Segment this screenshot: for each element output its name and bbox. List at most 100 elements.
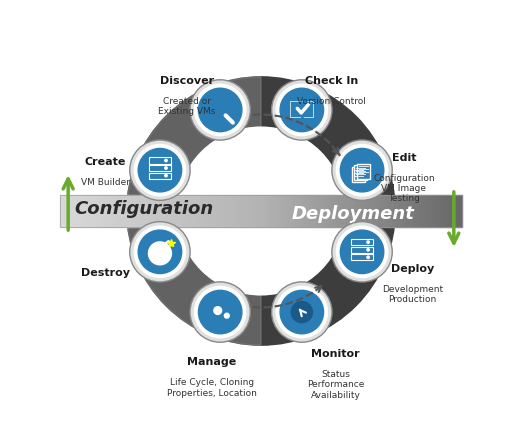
Circle shape — [134, 144, 186, 196]
Text: Development
Production: Development Production — [382, 284, 443, 304]
Bar — [450, 195, 454, 227]
Bar — [346, 195, 350, 227]
Bar — [352, 167, 365, 182]
Bar — [108, 195, 112, 227]
Circle shape — [195, 84, 246, 135]
Bar — [60, 195, 462, 227]
Bar — [257, 195, 261, 227]
Text: Edit: Edit — [392, 153, 416, 162]
Text: Life Cycle, Cloning
Properties, Location: Life Cycle, Cloning Properties, Location — [167, 378, 257, 398]
Bar — [181, 195, 185, 227]
Circle shape — [271, 282, 332, 342]
Bar — [92, 195, 96, 227]
Circle shape — [165, 167, 167, 169]
Wedge shape — [127, 77, 261, 345]
Text: Version Control: Version Control — [296, 97, 365, 106]
Bar — [374, 195, 378, 227]
Bar — [157, 195, 160, 227]
Circle shape — [332, 140, 392, 200]
Circle shape — [367, 241, 369, 243]
Text: Create: Create — [85, 157, 126, 167]
Text: Created or
Existing VMs: Created or Existing VMs — [158, 97, 215, 116]
Bar — [128, 195, 132, 227]
Bar — [64, 195, 68, 227]
Circle shape — [280, 88, 324, 132]
Circle shape — [367, 256, 369, 258]
Bar — [200, 195, 205, 227]
Text: Configuration: Configuration — [74, 200, 213, 218]
Bar — [245, 195, 249, 227]
Bar — [169, 195, 172, 227]
Bar — [293, 195, 297, 227]
Circle shape — [276, 84, 327, 135]
Bar — [378, 195, 382, 227]
Bar — [253, 195, 257, 227]
Circle shape — [271, 80, 332, 140]
Circle shape — [290, 300, 314, 324]
Bar — [382, 195, 386, 227]
Bar — [116, 195, 120, 227]
Bar — [144, 195, 148, 227]
Text: Configuration
VM Image
Testing: Configuration VM Image Testing — [373, 173, 435, 203]
Bar — [188, 195, 193, 227]
Circle shape — [208, 301, 228, 320]
Bar — [442, 195, 446, 227]
Circle shape — [205, 95, 232, 122]
Bar — [209, 195, 212, 227]
Bar — [295, 121, 309, 123]
Bar — [96, 195, 100, 227]
Bar — [213, 297, 216, 300]
Circle shape — [198, 290, 242, 334]
Bar — [149, 165, 171, 171]
Circle shape — [224, 313, 229, 318]
Bar — [273, 195, 277, 227]
Bar — [140, 195, 144, 227]
Bar — [351, 254, 373, 260]
Bar — [104, 195, 108, 227]
Circle shape — [198, 88, 242, 132]
Bar — [164, 195, 169, 227]
Bar — [124, 195, 128, 227]
Circle shape — [332, 222, 392, 282]
Circle shape — [130, 140, 190, 200]
Bar — [100, 195, 104, 227]
Circle shape — [276, 287, 327, 338]
Circle shape — [221, 310, 233, 322]
Circle shape — [367, 249, 369, 251]
Bar — [370, 195, 374, 227]
Bar — [398, 195, 402, 227]
Bar — [148, 195, 152, 227]
Bar — [241, 195, 245, 227]
Bar — [301, 195, 305, 227]
Bar — [225, 319, 229, 323]
Bar — [430, 195, 434, 227]
Bar — [357, 164, 370, 179]
Bar — [152, 195, 157, 227]
Bar — [386, 195, 390, 227]
Circle shape — [190, 80, 251, 140]
Bar — [221, 195, 225, 227]
Bar — [60, 195, 64, 227]
Bar — [223, 299, 227, 303]
Bar — [285, 195, 289, 227]
Bar — [454, 195, 458, 227]
Bar — [72, 195, 76, 227]
Text: Status
Performance
Availability: Status Performance Availability — [307, 370, 364, 400]
Bar — [68, 195, 72, 227]
Bar — [185, 195, 188, 227]
Circle shape — [148, 242, 171, 265]
Bar — [205, 321, 209, 325]
Circle shape — [127, 77, 395, 345]
Bar — [402, 195, 406, 227]
Bar — [337, 195, 341, 227]
Bar — [265, 195, 269, 227]
Bar — [434, 195, 438, 227]
Circle shape — [165, 174, 167, 177]
Bar — [390, 195, 394, 227]
Circle shape — [190, 282, 251, 342]
Bar — [354, 165, 367, 181]
Bar — [88, 195, 92, 227]
Bar — [237, 195, 241, 227]
Circle shape — [336, 144, 388, 196]
Bar — [341, 195, 346, 227]
